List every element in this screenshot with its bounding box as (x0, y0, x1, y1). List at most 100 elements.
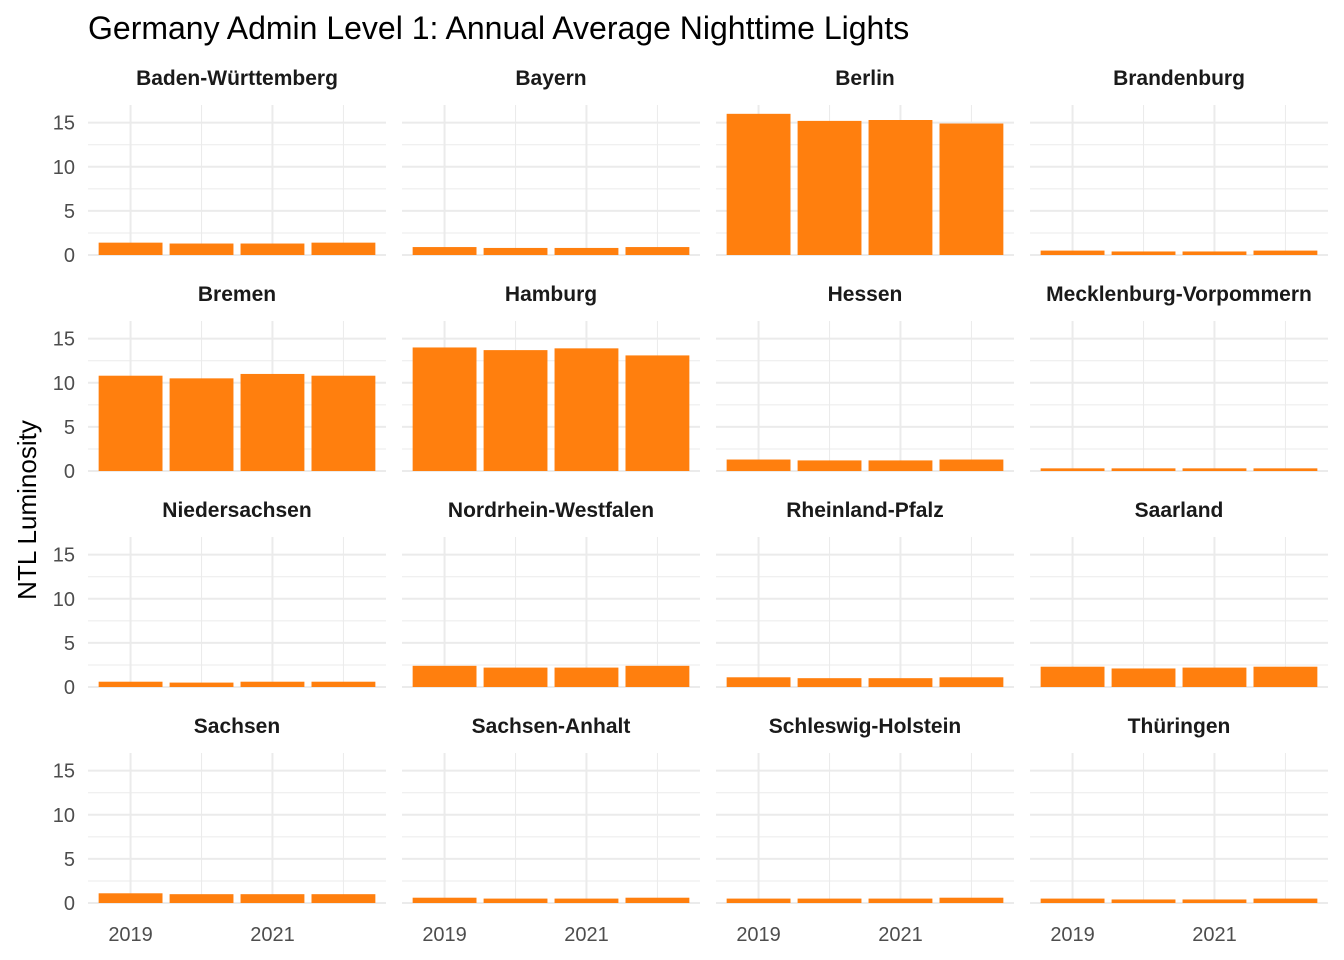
bar (726, 677, 791, 687)
facet-strip-label: Sachsen-Anhalt (472, 715, 631, 738)
facet-panel: Berlin (716, 67, 1014, 256)
bar (726, 898, 791, 903)
y-axis-label: NTL Luminosity (12, 420, 42, 600)
y-tick-label: 5 (64, 849, 75, 871)
facet-strip-label: Berlin (835, 67, 895, 90)
y-tick-label: 0 (64, 245, 75, 267)
bar (311, 375, 376, 471)
bar (169, 243, 234, 255)
x-tick-label: 2019 (1050, 924, 1095, 946)
x-tick-label: 2021 (1192, 924, 1237, 946)
bar (554, 667, 619, 687)
facet-strip-label: Mecklenburg-Vorpommern (1046, 283, 1312, 306)
y-tick-label: 15 (53, 329, 75, 351)
bar (1253, 666, 1318, 687)
x-tick-label: 2021 (250, 924, 295, 946)
bar (240, 681, 305, 687)
y-tick-label: 5 (64, 201, 75, 223)
bar (412, 665, 477, 687)
facet-panel: Thüringen 2019 2021 (1030, 715, 1328, 946)
bar (1182, 667, 1247, 687)
bar (98, 242, 163, 255)
bar (1182, 251, 1247, 255)
bar (240, 243, 305, 255)
facet-strip-label: Saarland (1135, 499, 1224, 522)
bar (483, 247, 548, 255)
bar (98, 375, 163, 471)
y-tick-label: 0 (64, 893, 75, 915)
x-tick-label: 2019 (422, 924, 467, 946)
bar (726, 459, 791, 471)
facet-strip-label: Hamburg (505, 283, 597, 306)
bar (797, 678, 862, 687)
x-tick-label: 2021 (878, 924, 923, 946)
bar (939, 459, 1004, 471)
y-tick-label: 0 (64, 461, 75, 483)
bar (797, 460, 862, 471)
facet-strip-label: Bayern (515, 67, 586, 90)
bar (1111, 899, 1176, 903)
bar (483, 898, 548, 903)
bar (169, 894, 234, 903)
facet-panel: Sachsen 0 5 10 15 2019 2021 (53, 715, 386, 946)
bar (554, 348, 619, 471)
facet-panel: Mecklenburg-Vorpommern (1030, 283, 1328, 472)
bar (554, 898, 619, 903)
y-tick-label: 5 (64, 633, 75, 655)
facet-panel: Niedersachsen 0 5 10 15 (53, 499, 386, 699)
y-tick-label: 15 (53, 545, 75, 567)
bar (1253, 468, 1318, 471)
bar (240, 373, 305, 471)
bar (1040, 250, 1105, 255)
facet-panel: Rheinland-Pfalz (716, 499, 1014, 688)
facet-panel: Saarland (1030, 499, 1328, 688)
x-tick-label: 2019 (108, 924, 153, 946)
bar (240, 894, 305, 903)
bar (625, 665, 690, 687)
bar (1253, 898, 1318, 903)
facet-strip-label: Baden-Württemberg (136, 67, 338, 90)
bar (868, 898, 933, 903)
facet-strip-label: Schleswig-Holstein (769, 715, 962, 738)
bar (1040, 898, 1105, 903)
y-tick-label: 10 (53, 373, 75, 395)
facet-panel: Bremen 0 5 10 15 (53, 283, 386, 483)
bar (311, 681, 376, 687)
facet-strip-label: Thüringen (1128, 715, 1231, 738)
bar (939, 677, 1004, 687)
bar (625, 897, 690, 903)
x-tick-label: 2019 (736, 924, 781, 946)
bar (868, 678, 933, 687)
bar (1111, 468, 1176, 471)
bar (868, 120, 933, 255)
facet-panel: Hessen (716, 283, 1014, 472)
facet-strip-label: Nordrhein-Westfalen (448, 499, 654, 522)
facet-panel: Nordrhein-Westfalen (402, 499, 700, 688)
bar (939, 123, 1004, 255)
bar (797, 898, 862, 903)
bar (1040, 468, 1105, 471)
y-tick-label: 10 (53, 805, 75, 827)
bar (1253, 250, 1318, 255)
bar (483, 667, 548, 687)
y-tick-label: 10 (53, 589, 75, 611)
bar (412, 247, 477, 255)
bar (1182, 468, 1247, 471)
bar (311, 894, 376, 903)
facet-panel: Schleswig-Holstein 2019 2021 (716, 715, 1014, 946)
facet-strip-label: Bremen (198, 283, 276, 306)
bar (412, 347, 477, 471)
x-tick-label: 2021 (564, 924, 609, 946)
facet-panel: Brandenburg (1030, 67, 1328, 256)
bar (1111, 251, 1176, 255)
bar (169, 378, 234, 471)
bar (625, 247, 690, 255)
facet-strip-label: Hessen (828, 283, 903, 306)
bar (797, 120, 862, 255)
bar (483, 350, 548, 471)
bar (868, 460, 933, 471)
facet-panel: Bayern (402, 67, 700, 256)
bar (1111, 668, 1176, 687)
facet-strip-label: Rheinland-Pfalz (786, 499, 944, 522)
